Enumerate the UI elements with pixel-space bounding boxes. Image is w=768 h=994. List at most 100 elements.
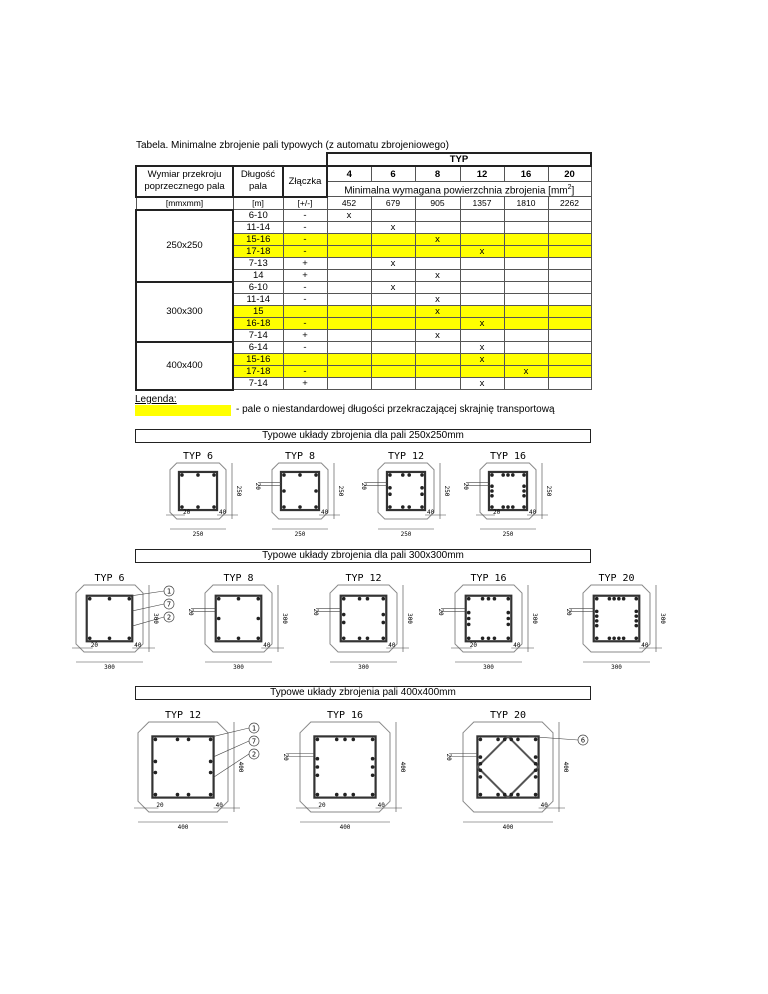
rebar xyxy=(509,792,514,797)
width-dimension: 400 xyxy=(503,824,514,831)
rebar xyxy=(533,792,538,797)
rebar xyxy=(621,596,626,601)
rebar xyxy=(370,765,375,769)
width-dimension: 250 xyxy=(193,531,204,538)
area-label-close: ] xyxy=(571,185,575,197)
rebar xyxy=(282,489,286,493)
dim-40: 40 xyxy=(541,802,549,809)
type-cell xyxy=(370,305,416,319)
rebar xyxy=(466,596,471,601)
rebar xyxy=(314,473,318,477)
dim-40: 40 xyxy=(427,509,435,516)
pile-outline xyxy=(479,462,537,520)
length-cell: 15-16 xyxy=(232,353,284,367)
dim-20: 20 xyxy=(91,642,99,649)
side-dimension: 300 xyxy=(531,613,538,624)
rebar xyxy=(175,737,180,742)
rebar xyxy=(516,737,520,742)
dim-20: 20 xyxy=(156,802,164,809)
rebar xyxy=(388,473,392,477)
rebar xyxy=(314,505,318,509)
cover-dimension: 20 xyxy=(187,608,194,616)
stirrup xyxy=(464,594,513,643)
col-length: Długość pala xyxy=(232,165,284,198)
rebar xyxy=(127,636,132,641)
stirrup xyxy=(339,594,388,643)
type-cell: x xyxy=(459,245,505,259)
pile-type-label: TYP 8 xyxy=(223,573,253,584)
rebar xyxy=(501,505,505,509)
rebar xyxy=(180,473,184,477)
stirrup xyxy=(85,594,134,643)
rebar xyxy=(486,596,491,601)
rebar xyxy=(370,773,375,778)
rebar xyxy=(282,473,286,477)
rebar xyxy=(357,596,362,601)
rebar xyxy=(522,494,526,498)
table-row: 15-16- x xyxy=(136,233,592,247)
rebar xyxy=(216,596,221,601)
rebar xyxy=(478,755,483,759)
cover-dimension: 20 xyxy=(565,608,572,616)
rebar xyxy=(506,616,511,621)
dim-20: 20 xyxy=(470,642,478,649)
position-marker xyxy=(163,585,175,597)
rebar xyxy=(492,636,497,641)
dim-40: 40 xyxy=(513,642,521,649)
rebar xyxy=(186,737,191,742)
section-title-300: Typowe układy zbrojenia dla pali 300x300… xyxy=(135,549,591,563)
rebar xyxy=(153,759,158,764)
rebar xyxy=(381,636,386,641)
dim-40: 40 xyxy=(388,642,396,649)
stirrup xyxy=(279,470,321,512)
type-cell xyxy=(326,233,372,247)
pile-type-label: TYP 12 xyxy=(165,710,201,721)
rebar xyxy=(466,622,471,627)
rebar xyxy=(357,636,362,641)
side-dimension: 250 xyxy=(545,486,552,497)
stirrup xyxy=(151,735,215,799)
pile-type-label: TYP 16 xyxy=(470,573,506,584)
rebar xyxy=(370,792,375,797)
rebar xyxy=(343,737,347,742)
stirrup xyxy=(214,594,263,643)
rebar xyxy=(506,622,511,627)
rebar xyxy=(506,505,510,509)
rebar xyxy=(634,636,639,641)
rebar xyxy=(256,596,261,601)
table-row: 250x250 6-10- x xyxy=(135,208,592,283)
area-label-text: Minimalna wymagana powierzchnia zbrojeni… xyxy=(344,185,568,197)
width-dimension: 300 xyxy=(358,664,369,671)
leader-line xyxy=(132,603,165,612)
width-dimension: 300 xyxy=(483,664,494,671)
rebar xyxy=(522,473,526,477)
stirrup xyxy=(177,470,219,512)
table-row: 11-14- x xyxy=(136,221,592,235)
col-joint: Złączka xyxy=(282,165,328,198)
rebar xyxy=(256,616,261,621)
type-cell xyxy=(547,317,592,331)
side-dimension: 300 xyxy=(281,613,288,624)
rebar xyxy=(621,636,626,641)
rebar xyxy=(511,505,515,509)
stirrup xyxy=(487,470,529,512)
position-marker xyxy=(163,598,175,610)
dim-20: 20 xyxy=(183,509,191,516)
rebar xyxy=(216,616,221,621)
rebar xyxy=(186,792,191,797)
rebar xyxy=(480,636,485,641)
cover-dimension: 20 xyxy=(445,754,452,762)
rebar xyxy=(407,473,412,477)
rebar xyxy=(466,636,471,641)
pile-outline xyxy=(582,584,651,653)
rebar xyxy=(256,636,261,641)
rebar xyxy=(153,792,158,797)
rebar xyxy=(343,792,347,797)
position-marker xyxy=(248,748,260,760)
rebar xyxy=(153,737,158,742)
rebar xyxy=(381,620,386,625)
rebar xyxy=(314,489,318,493)
position-number: 6 xyxy=(581,737,585,745)
type-cell xyxy=(414,245,461,259)
pile-type-label: TYP 6 xyxy=(94,573,124,584)
